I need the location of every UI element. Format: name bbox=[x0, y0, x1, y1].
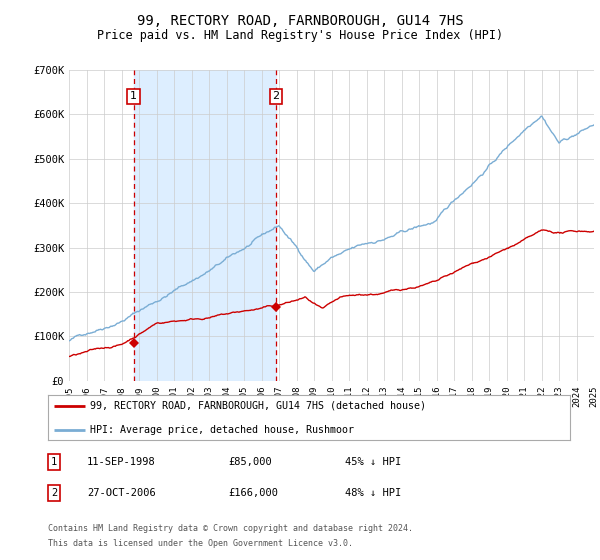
Text: 27-OCT-2006: 27-OCT-2006 bbox=[87, 488, 156, 498]
Text: HPI: Average price, detached house, Rushmoor: HPI: Average price, detached house, Rush… bbox=[90, 424, 354, 435]
Text: 99, RECTORY ROAD, FARNBOROUGH, GU14 7HS: 99, RECTORY ROAD, FARNBOROUGH, GU14 7HS bbox=[137, 14, 463, 28]
Text: £85,000: £85,000 bbox=[228, 457, 272, 467]
Bar bbox=[134, 70, 276, 381]
Text: Contains HM Land Registry data © Crown copyright and database right 2024.: Contains HM Land Registry data © Crown c… bbox=[48, 524, 413, 533]
Text: 2: 2 bbox=[51, 488, 57, 498]
Text: Price paid vs. HM Land Registry's House Price Index (HPI): Price paid vs. HM Land Registry's House … bbox=[97, 29, 503, 42]
Text: 1: 1 bbox=[130, 91, 137, 101]
Text: 11-SEP-1998: 11-SEP-1998 bbox=[87, 457, 156, 467]
Text: 45% ↓ HPI: 45% ↓ HPI bbox=[345, 457, 401, 467]
Text: 2: 2 bbox=[272, 91, 280, 101]
Text: £166,000: £166,000 bbox=[228, 488, 278, 498]
Text: 1: 1 bbox=[51, 457, 57, 467]
Text: 48% ↓ HPI: 48% ↓ HPI bbox=[345, 488, 401, 498]
Text: 99, RECTORY ROAD, FARNBOROUGH, GU14 7HS (detached house): 99, RECTORY ROAD, FARNBOROUGH, GU14 7HS … bbox=[90, 401, 426, 411]
Text: This data is licensed under the Open Government Licence v3.0.: This data is licensed under the Open Gov… bbox=[48, 539, 353, 548]
